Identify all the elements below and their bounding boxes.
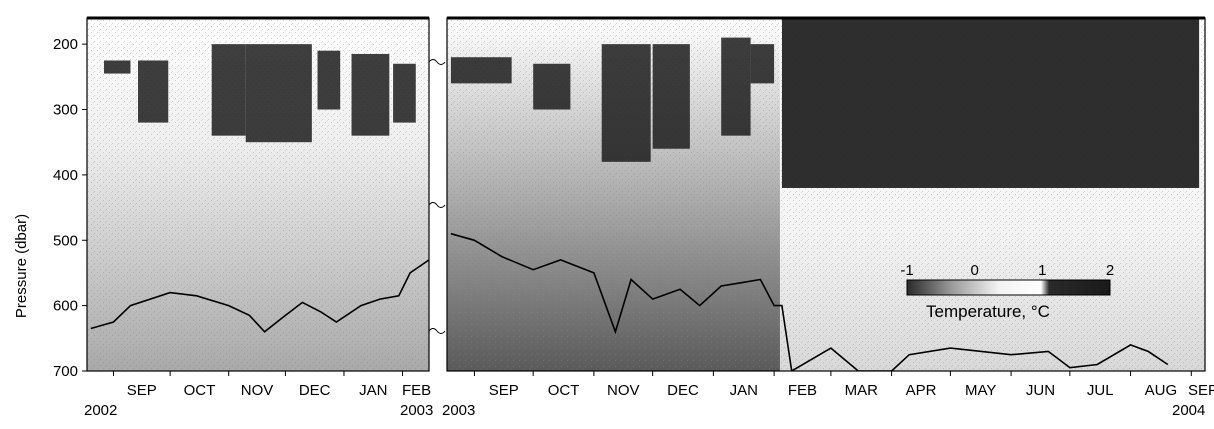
y-axis: 200 300 400 500 600 700: [53, 36, 446, 380]
x-axis-left: SEP OCT NOV DEC JAN FEB: [112, 371, 431, 399]
colorbar-tick-label: -1: [900, 262, 913, 279]
x-tick-label: NOV: [607, 382, 640, 399]
x-tick-label: AUG: [1145, 382, 1178, 399]
x-tick-label: DEC: [299, 382, 331, 399]
axis-break-mark: [428, 202, 446, 208]
colorbar-tick-label: 0: [970, 262, 978, 279]
x-tick-label: SEP: [489, 382, 519, 399]
mixed-layer-line: [450, 232, 1169, 371]
x-tick-label: SEP: [1188, 382, 1214, 399]
warm-layer-patch: [450, 57, 512, 84]
x-tick-label: JAN: [359, 382, 387, 399]
colorbar-tick-label: 1: [1038, 262, 1046, 279]
x-tick-label: FEB: [788, 382, 817, 399]
x-tick-label: JUL: [1087, 382, 1114, 399]
x-tick-label: APR: [906, 382, 937, 399]
colorbar-gradient: [906, 279, 1111, 296]
warm-layer-patch: [393, 63, 416, 123]
x-tick-label: OCT: [548, 382, 580, 399]
x-tick-label: SEP: [127, 382, 157, 399]
x-tick-label: JAN: [730, 382, 758, 399]
y-tick-label: 500: [53, 232, 78, 249]
y-tick-label: 200: [53, 36, 78, 53]
warm-layer-patch: [138, 60, 169, 123]
warm-layer-patch: [533, 63, 571, 110]
warm-layer-patch: [245, 44, 312, 143]
panel-left: [86, 16, 430, 372]
warm-layer-patch: [351, 53, 390, 136]
x-axis-right: SEP OCT NOV DEC JAN FEB MAR APR MAY JUN JUL AUG SEP: [473, 371, 1214, 399]
x-tick-label: OCT: [184, 382, 216, 399]
colorbar: -1 0 1 2 Temperature, °C: [900, 262, 1114, 321]
y-tick-label: 600: [53, 298, 78, 315]
warm-layer-patch: [317, 50, 341, 110]
warm-layer-patch: [211, 44, 246, 136]
mixed-layer-line: [90, 259, 429, 333]
year-label-left-start: 2002: [84, 402, 117, 419]
warm-layer-patch: [721, 37, 751, 136]
x-tick-label: DEC: [667, 382, 699, 399]
colorbar-title: Temperature, °C: [926, 302, 1050, 321]
panel-right: [446, 16, 1206, 372]
warm-layer-patch: [750, 44, 775, 84]
warm-layer-patch: [601, 44, 651, 162]
y-tick-label: 300: [53, 102, 78, 119]
warm-layer-patch: [104, 60, 131, 74]
x-tick-label: FEB: [402, 382, 431, 399]
warm-layer-patch: [781, 18, 1200, 188]
y-tick-label: 400: [53, 167, 78, 184]
x-tick-label: JUN: [1026, 382, 1055, 399]
year-label-right-end: 2004: [1172, 402, 1205, 419]
x-tick-label: NOV: [241, 382, 274, 399]
y-tick-label: 700: [53, 363, 78, 380]
year-label-right-start: 2003: [442, 402, 475, 419]
axis-break-mark: [428, 328, 446, 334]
axis-break-mark: [428, 59, 446, 65]
year-label-left-end: 2003: [400, 402, 433, 419]
x-tick-label: MAY: [965, 382, 996, 399]
colorbar-tick-label: 2: [1106, 262, 1114, 279]
y-axis-title: Pressure (dbar): [13, 214, 30, 318]
warm-layer-patch: [652, 44, 690, 149]
x-tick-label: MAR: [845, 382, 879, 399]
